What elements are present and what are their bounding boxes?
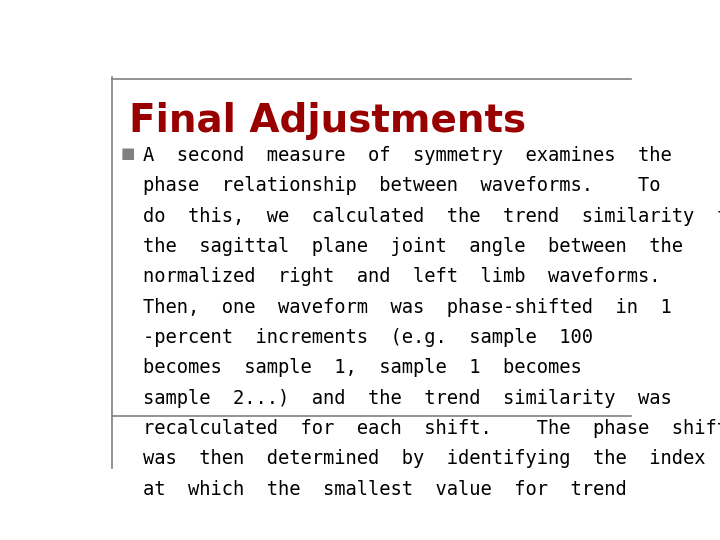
Text: A  second  measure  of  symmetry  examines  the: A second measure of symmetry examines th… bbox=[143, 146, 672, 165]
Text: Then,  one  waveform  was  phase-shifted  in  1: Then, one waveform was phase-shifted in … bbox=[143, 298, 672, 316]
Text: at  which  the  smallest  value  for  trend: at which the smallest value for trend bbox=[143, 480, 626, 499]
Text: Final Adjustments: Final Adjustments bbox=[129, 102, 526, 140]
Text: ■: ■ bbox=[121, 146, 135, 161]
Text: phase  relationship  between  waveforms.    To: phase relationship between waveforms. To bbox=[143, 176, 660, 195]
Text: normalized  right  and  left  limb  waveforms.: normalized right and left limb waveforms… bbox=[143, 267, 660, 286]
Text: sample  2...)  and  the  trend  similarity  was: sample 2...) and the trend similarity wa… bbox=[143, 389, 672, 408]
Text: becomes  sample  1,  sample  1  becomes: becomes sample 1, sample 1 becomes bbox=[143, 359, 582, 377]
Text: recalculated  for  each  shift.    The  phase  shift: recalculated for each shift. The phase s… bbox=[143, 419, 720, 438]
Text: was  then  determined  by  identifying  the  index: was then determined by identifying the i… bbox=[143, 449, 706, 468]
Text: -percent  increments  (e.g.  sample  100: -percent increments (e.g. sample 100 bbox=[143, 328, 593, 347]
Text: the  sagittal  plane  joint  angle  between  the: the sagittal plane joint angle between t… bbox=[143, 237, 683, 256]
Text: do  this,  we  calculated  the  trend  similarity  for: do this, we calculated the trend similar… bbox=[143, 207, 720, 226]
